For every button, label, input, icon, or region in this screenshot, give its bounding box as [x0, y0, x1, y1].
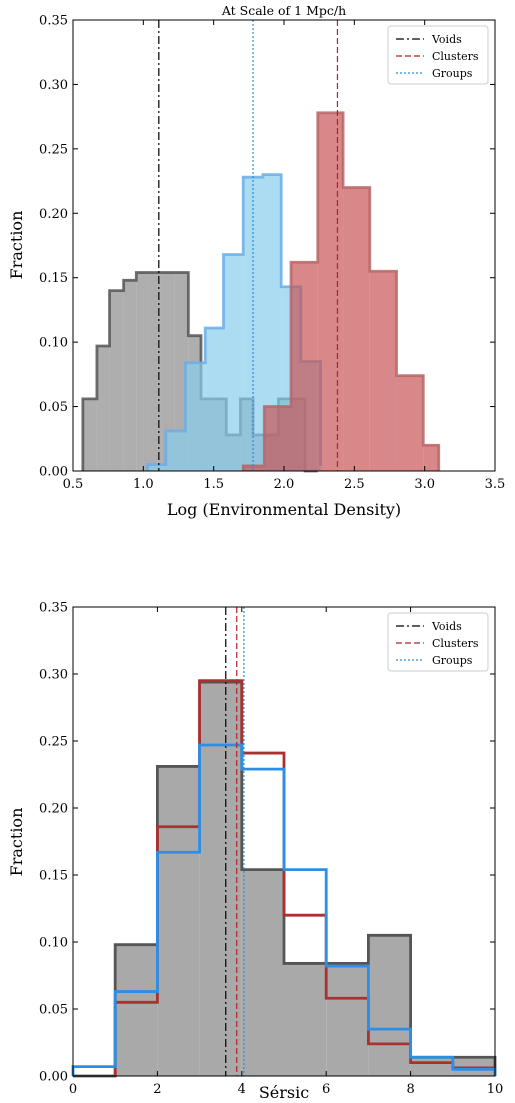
- bar-groups: [223, 254, 244, 471]
- bar-clusters: [423, 445, 439, 471]
- bar-clusters: [369, 271, 397, 471]
- y-tick-label: 0.25: [39, 735, 68, 750]
- y-tick-label: 0.25: [39, 142, 68, 157]
- plot-frame: [72, 606, 496, 1077]
- bar-voids: [96, 346, 110, 471]
- bar-clusters: [396, 375, 424, 471]
- x-tick-label: 2.5: [344, 477, 365, 492]
- legend-label-groups: Groups: [432, 654, 473, 667]
- legend-label-clusters: Clusters: [432, 50, 479, 63]
- y-tick-label: 0.20: [39, 802, 68, 817]
- bar-groups: [185, 362, 206, 471]
- x-tick-label: 8: [406, 1082, 414, 1097]
- x-tick-label: 3.5: [485, 477, 506, 492]
- legend-label-clusters: Clusters: [432, 637, 479, 650]
- legend-label-voids: Voids: [431, 33, 462, 46]
- y-tick-label: 0.30: [39, 78, 68, 93]
- chart-panel-sersic: 0 2 4 6 8 100.000.050.100.150.200.250.300.35 …: [7, 601, 503, 1103]
- bar-voids: [199, 682, 242, 1076]
- y-tick-label: 0.35: [39, 601, 68, 616]
- y-axis-label: Fraction: [7, 211, 26, 280]
- outline-groups: [71, 743, 497, 1076]
- chart-panel-density: 0.5 1.0 1.5 2.0 2.5 3.0 3.5 0.00 0.05 0.10 0.15 0.2…: [7, 3, 505, 519]
- legend-label-groups: Groups: [432, 67, 473, 80]
- legend-label-voids: Voids: [431, 620, 462, 633]
- x-axis-label: Log (Environmental Density): [167, 500, 401, 519]
- bar-clusters: [317, 112, 344, 471]
- bar-voids: [157, 766, 200, 1076]
- x-tick-label: 0: [69, 1082, 77, 1097]
- bar-voids: [241, 869, 284, 1076]
- bar-voids: [368, 935, 411, 1076]
- y-tick-label: 0.15: [39, 271, 68, 286]
- y-tick-label: 0.05: [39, 400, 68, 415]
- bar-voids: [109, 290, 124, 471]
- y-tick-label: 0.35: [39, 14, 68, 29]
- y-tick-label: 0.10: [39, 336, 68, 351]
- y-tick-label: 0.30: [39, 668, 68, 683]
- bar-voids: [115, 944, 158, 1076]
- legend-box: [387, 25, 489, 85]
- x-tick-label: 4: [238, 1082, 246, 1097]
- bar-clusters: [264, 406, 292, 471]
- bar-clusters: [343, 187, 370, 471]
- bar-voids: [326, 963, 369, 1076]
- outline-clusters: [241, 111, 441, 471]
- chart-title: At Scale of 1 Mpc/h: [221, 3, 346, 18]
- bar-groups: [205, 327, 224, 471]
- x-tick-label: 0.5: [63, 477, 84, 492]
- y-tick-label: 0.00: [39, 465, 68, 480]
- y-tick-label: 0.15: [39, 869, 68, 884]
- x-tick-label: 6: [322, 1082, 330, 1097]
- bar-clusters: [243, 465, 265, 471]
- y-tick-label: 0.10: [39, 936, 68, 951]
- bar-groups: [262, 174, 282, 471]
- bar-clusters: [291, 262, 318, 471]
- y-tick-label: 0.20: [39, 207, 68, 222]
- bar-voids: [123, 280, 137, 471]
- series-clusters: [113, 679, 497, 1076]
- bar-voids: [161, 272, 175, 471]
- y-tick-label: 0.00: [39, 1070, 68, 1085]
- bar-voids: [284, 963, 327, 1076]
- bar-voids: [136, 272, 149, 471]
- x-tick-label: 1.0: [133, 477, 154, 492]
- x-tick-label: 1.5: [203, 477, 224, 492]
- bar-groups: [165, 431, 186, 471]
- y-axis-label: Fraction: [7, 808, 26, 877]
- bar-groups: [147, 464, 166, 471]
- x-axis-label: Sérsic: [259, 1083, 309, 1102]
- outline-clusters: [113, 679, 497, 1076]
- series-clusters: [241, 111, 441, 471]
- bar-voids: [148, 272, 162, 471]
- series-groups: [71, 743, 497, 1076]
- series-voids: [73, 680, 497, 1078]
- bar-voids: [410, 1057, 453, 1076]
- legend-box: [387, 612, 489, 672]
- x-tick-label: 3.0: [414, 477, 435, 492]
- x-tick-label: 2: [153, 1082, 161, 1097]
- bar-voids: [82, 398, 97, 471]
- x-tick-label: 2.0: [274, 477, 295, 492]
- y-tick-label: 0.05: [39, 1003, 68, 1018]
- x-tick-label: 10: [487, 1082, 504, 1097]
